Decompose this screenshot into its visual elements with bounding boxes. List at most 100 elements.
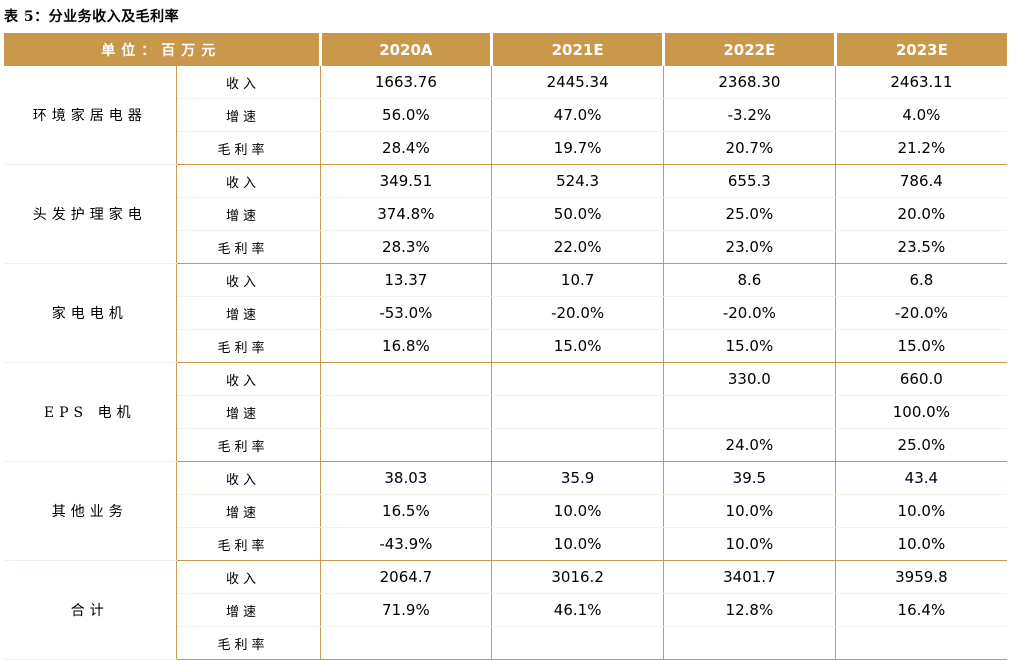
metric-label: 收入 — [176, 560, 321, 594]
value-cell: 13.37 — [320, 263, 493, 297]
value-cell: 43.4 — [835, 461, 1007, 495]
value-cell: 10.0% — [491, 494, 664, 528]
value-cell: 19.7% — [491, 131, 664, 165]
segment-name: EPS 电机 — [4, 362, 177, 462]
value-cell: 524.3 — [491, 164, 664, 198]
value-cell: 12.8% — [663, 593, 836, 627]
value-cell: 3959.8 — [835, 560, 1007, 594]
value-cell: 20.7% — [663, 131, 836, 165]
value-cell: 10.0% — [663, 527, 836, 561]
value-cell: 20.0% — [835, 197, 1007, 231]
value-cell: 23.0% — [663, 230, 836, 264]
value-cell: 47.0% — [491, 98, 664, 132]
value-cell: 28.3% — [320, 230, 493, 264]
value-cell: 24.0% — [663, 428, 836, 462]
table-row: 合计 收入 2064.7 3016.2 3401.7 3959.8 — [4, 560, 1007, 660]
year-header: 2023E — [835, 33, 1007, 66]
value-cell: 71.9% — [320, 593, 493, 627]
value-cell: 6.8 — [835, 263, 1007, 297]
table-row: 环境家居电器 收入 1663.76 2445.34 2368.30 2463.11 — [4, 66, 1007, 165]
unit-header: 单位：百万元 — [4, 33, 322, 66]
value-cell: 50.0% — [491, 197, 664, 231]
metric-label: 毛利率 — [176, 329, 321, 363]
value-cell: 2445.34 — [491, 66, 664, 99]
metric-label: 收入 — [176, 66, 321, 99]
value-cell: -3.2% — [663, 98, 836, 132]
value-cell: 374.8% — [320, 197, 493, 231]
value-cell: -20.0% — [491, 296, 664, 330]
value-cell: 38.03 — [320, 461, 493, 495]
value-cell: 10.7 — [491, 263, 664, 297]
table-row: 增速 100.0% — [4, 395, 1007, 429]
year-header: 2022E — [663, 33, 837, 66]
value-cell — [491, 395, 664, 429]
metric-label: 收入 — [176, 362, 321, 396]
metric-label: 毛利率 — [176, 626, 321, 660]
header-row: 单位：百万元 2020A 2021E 2022E 2023E — [4, 33, 1007, 66]
value-cell: 655.3 — [663, 164, 836, 198]
value-cell: 4.0% — [835, 98, 1007, 132]
metric-label: 增速 — [176, 197, 321, 231]
metric-label: 增速 — [176, 98, 321, 132]
value-cell: 15.0% — [663, 329, 836, 363]
table-row: 毛利率 28.4% 19.7% 20.7% 21.2% — [4, 131, 1007, 165]
segment-name: 环境家居电器 — [4, 66, 177, 165]
table-row: 家电电机 收入 13.37 10.7 8.6 6.8 — [4, 263, 1007, 363]
value-cell: 786.4 — [835, 164, 1007, 198]
value-cell: 2064.7 — [320, 560, 493, 594]
metric-label: 收入 — [176, 461, 321, 495]
value-cell — [491, 626, 664, 660]
metric-label: 增速 — [176, 494, 321, 528]
value-cell: 3401.7 — [663, 560, 836, 594]
value-cell: 21.2% — [835, 131, 1007, 165]
value-cell: 22.0% — [491, 230, 664, 264]
table-row: 毛利率 -43.9% 10.0% 10.0% 10.0% — [4, 527, 1007, 561]
value-cell: 28.4% — [320, 131, 493, 165]
segment-name: 头发护理家电 — [4, 164, 177, 264]
year-header: 2020A — [320, 33, 494, 66]
value-cell — [320, 626, 493, 660]
year-header: 2021E — [491, 33, 665, 66]
value-cell: 16.4% — [835, 593, 1007, 627]
table-row: 毛利率 28.3% 22.0% 23.0% 23.5% — [4, 230, 1007, 264]
metric-label: 毛利率 — [176, 131, 321, 165]
value-cell: 16.5% — [320, 494, 493, 528]
value-cell: 1663.76 — [320, 66, 493, 99]
value-cell: 15.0% — [835, 329, 1007, 363]
value-cell — [663, 626, 836, 660]
value-cell — [663, 395, 836, 429]
value-cell: 16.8% — [320, 329, 493, 363]
value-cell: 25.0% — [663, 197, 836, 231]
table-row: 增速 374.8% 50.0% 25.0% 20.0% — [4, 197, 1007, 231]
table-row: 头发护理家电 收入 349.51 524.3 655.3 786.4 — [4, 164, 1007, 264]
metric-label: 增速 — [176, 593, 321, 627]
value-cell: 56.0% — [320, 98, 493, 132]
value-cell: -20.0% — [835, 296, 1007, 330]
value-cell: 25.0% — [835, 428, 1007, 462]
segment-name: 其他业务 — [4, 461, 177, 561]
value-cell — [835, 626, 1007, 660]
value-cell: 39.5 — [663, 461, 836, 495]
value-cell — [320, 395, 493, 429]
value-cell: 23.5% — [835, 230, 1007, 264]
value-cell: 10.0% — [835, 494, 1007, 528]
value-cell — [491, 428, 664, 462]
value-cell: 330.0 — [663, 362, 836, 396]
value-cell: 46.1% — [491, 593, 664, 627]
value-cell — [491, 362, 664, 396]
value-cell: 2463.11 — [835, 66, 1007, 99]
metric-label: 收入 — [176, 164, 321, 198]
value-cell: 15.0% — [491, 329, 664, 363]
table-title: 表 5：分业务收入及毛利率 — [4, 9, 180, 25]
value-cell: 10.0% — [663, 494, 836, 528]
metric-label: 收入 — [176, 263, 321, 297]
value-cell: 10.0% — [835, 527, 1007, 561]
value-cell: 2368.30 — [663, 66, 836, 99]
value-cell: 8.6 — [663, 263, 836, 297]
table-row: 毛利率 16.8% 15.0% 15.0% 15.0% — [4, 329, 1007, 363]
value-cell — [320, 428, 493, 462]
table-row: 其他业务 收入 38.03 35.9 39.5 43.4 — [4, 461, 1007, 561]
value-cell: -20.0% — [663, 296, 836, 330]
metric-label: 毛利率 — [176, 527, 321, 561]
metric-label: 增速 — [176, 296, 321, 330]
